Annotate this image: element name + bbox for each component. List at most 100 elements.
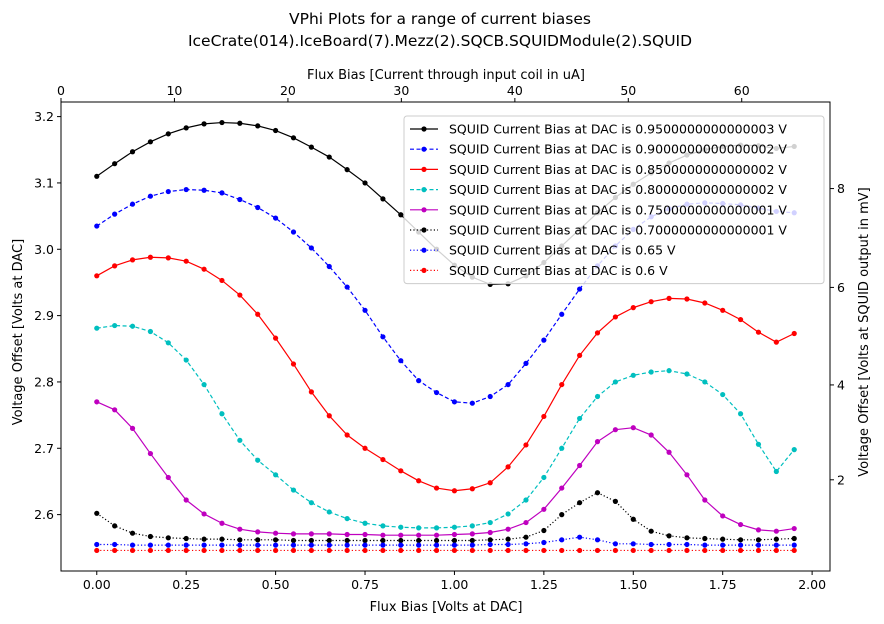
- series-1-point: [183, 125, 189, 131]
- series-8-point: [702, 547, 708, 554]
- series-3-point: [702, 300, 708, 306]
- series-5-point: [505, 526, 511, 532]
- series-7-point: [469, 542, 475, 548]
- series-5-point: [362, 531, 368, 538]
- legend-marker: [421, 166, 427, 172]
- series-1-point: [147, 139, 154, 145]
- series-5-point: [433, 532, 440, 538]
- series-8-point: [326, 547, 332, 554]
- series-4-point: [237, 437, 243, 443]
- series-6-point: [129, 530, 136, 536]
- legend-label: SQUID Current Bias at DAC is 0.900000000…: [449, 142, 787, 157]
- series-6-point: [469, 537, 475, 544]
- series-3-point: [630, 305, 636, 311]
- series-3-point: [326, 413, 332, 419]
- series-2-point: [523, 360, 529, 366]
- y-tick-label: 3.1: [34, 175, 54, 190]
- series-7-point: [326, 542, 332, 548]
- series-1-point: [129, 149, 136, 155]
- series-8-point: [237, 547, 243, 554]
- x-tick-label: 0.75: [351, 577, 379, 592]
- series-8-point: [773, 547, 779, 554]
- series-4-point: [594, 393, 601, 400]
- series-1-point: [290, 135, 297, 141]
- series-3-point: [469, 486, 475, 492]
- top-x-tick-label: 0: [57, 83, 65, 98]
- series-4-point: [666, 368, 672, 374]
- series-4-point: [737, 411, 744, 417]
- series-2-point: [362, 307, 368, 313]
- series-7-point: [290, 542, 297, 548]
- series-7-point: [416, 542, 422, 548]
- series-4-point: [505, 511, 511, 517]
- x-tick-label: 1.25: [530, 577, 558, 592]
- series-8-point: [684, 547, 690, 554]
- series-8-point: [648, 547, 654, 554]
- series-3-point: [487, 480, 493, 486]
- series-8-point: [344, 547, 350, 554]
- series-3-point: [523, 442, 529, 448]
- series-6: [94, 490, 797, 544]
- series-2-point: [201, 187, 207, 193]
- series-4-point: [380, 523, 386, 529]
- legend-item: SQUID Current Bias at DAC is 0.850000000…: [410, 162, 787, 177]
- series-6-point: [666, 533, 672, 539]
- series-6-point: [112, 523, 118, 529]
- series-6-point: [791, 535, 797, 542]
- series-3-point: [773, 339, 779, 345]
- series-6-point: [612, 498, 619, 504]
- series-4-point: [451, 524, 458, 530]
- series-5-point: [290, 531, 297, 537]
- series-2-point: [398, 358, 404, 364]
- series-6-point: [147, 533, 154, 540]
- x-tick-label: 1.00: [441, 577, 469, 592]
- series-2-point: [308, 245, 314, 251]
- series-1-point: [237, 120, 243, 126]
- series-8-point: [165, 547, 171, 554]
- legend-marker: [421, 207, 427, 213]
- series-4-point: [773, 468, 779, 475]
- series-4-point: [577, 415, 583, 422]
- series-7-point: [255, 542, 261, 548]
- series-5-point: [326, 531, 332, 537]
- series-7-point: [737, 542, 744, 548]
- series-7-point: [612, 541, 619, 547]
- series-2-point: [94, 223, 100, 229]
- series-8-point: [469, 547, 475, 554]
- series-3-point: [112, 263, 118, 269]
- series-1-point: [326, 154, 332, 160]
- series-6-point: [344, 537, 350, 544]
- legend-marker: [421, 187, 427, 193]
- series-3-point: [255, 311, 261, 317]
- series-6-point: [165, 535, 171, 541]
- series-7-point: [594, 537, 601, 543]
- legend-label: SQUID Current Bias at DAC is 0.800000000…: [449, 182, 787, 197]
- series-1-point: [255, 123, 261, 129]
- legend-label: SQUID Current Bias at DAC is 0.850000000…: [449, 162, 787, 177]
- series-8-point: [541, 547, 547, 554]
- series-6-point: [684, 535, 690, 541]
- series-2-point: [112, 211, 118, 217]
- series-7-point: [344, 542, 350, 548]
- series-6-point: [523, 534, 529, 540]
- series-4-point: [469, 523, 475, 529]
- series-3-point: [433, 485, 440, 491]
- series-3-point: [684, 296, 690, 302]
- series-1-point: [380, 196, 386, 202]
- series-8-point: [416, 547, 422, 554]
- series-4-point: [326, 509, 332, 515]
- legend-label: SQUID Current Bias at DAC is 0.65 V: [449, 243, 676, 258]
- series-7-point: [183, 542, 189, 548]
- legend: SQUID Current Bias at DAC is 0.950000000…: [403, 115, 825, 285]
- series-5-point: [255, 529, 261, 535]
- series-2-point: [559, 311, 565, 317]
- series-5-point: [612, 427, 619, 433]
- series-3-point: [648, 299, 654, 305]
- series-8-point: [720, 547, 726, 554]
- series-5-point: [541, 506, 547, 512]
- series-5-point: [630, 425, 636, 431]
- series-8-point: [433, 547, 440, 554]
- series-5-point: [577, 462, 583, 469]
- series-3-point: [577, 352, 583, 359]
